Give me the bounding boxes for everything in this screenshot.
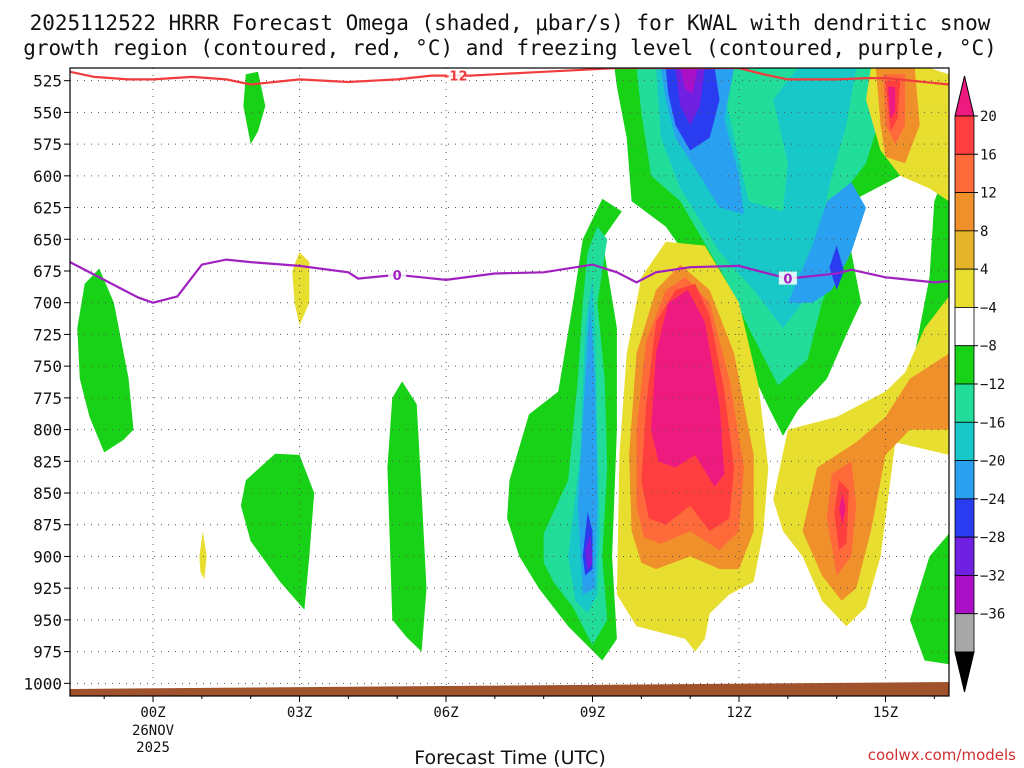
colorbar-swatch-10	[954, 498, 975, 538]
colorbar-label-7: −12	[980, 377, 1005, 393]
colorbar-label-5: −4	[980, 300, 997, 316]
omega-region-35	[651, 290, 725, 487]
omega-region-7	[909, 533, 949, 665]
colorbar-swatch-6	[954, 345, 975, 385]
x-axis-label: Forecast Time (UTC)	[414, 747, 605, 768]
plot-area: -12 0 0	[70, 68, 949, 696]
dendritic-contour-label-0: -12	[444, 70, 468, 85]
colorbar-label-6: −8	[980, 339, 997, 355]
x-tick-label-1: 03Z	[287, 705, 312, 721]
omega-region-14	[787, 182, 866, 303]
omega-region-12	[577, 302, 598, 595]
colorbar-swatch-9	[954, 460, 975, 500]
omega-region-0	[77, 268, 134, 453]
colorbar-swatch-3	[954, 230, 975, 270]
omega-region-3	[387, 381, 427, 652]
y-tick-label-3: 600	[33, 167, 62, 186]
colorbar: 20 16 12 8 4 −4 −8 −12 −16 −20 −24 −28 −32 −36	[954, 75, 1005, 693]
y-tick-label-17: 950	[33, 611, 62, 630]
omega-region-19	[585, 533, 593, 572]
colorbar-swatch-2	[954, 192, 975, 232]
colorbar-label-2: 12	[980, 186, 997, 202]
contours: -12 0 0	[70, 68, 949, 304]
freezing-level-contour-label-1: 0	[783, 273, 792, 288]
colorbar-label-3: 8	[980, 224, 988, 240]
terrain-ground	[70, 682, 949, 696]
y-tick-label-11: 800	[33, 421, 62, 440]
x-tick-label-5: 15Z	[873, 705, 898, 721]
plot-frame	[69, 67, 950, 697]
omega-region-17	[829, 245, 844, 290]
y-tick-label-16: 925	[33, 579, 62, 598]
omega-region-36	[888, 87, 896, 119]
colorbar-label-11: −28	[980, 530, 1005, 546]
colorbar-label-0: 20	[980, 109, 997, 125]
y-axis: 525 550 575 600 625 650 675 700 725 750 775 800 825 8…	[23, 72, 70, 693]
omega-region-37	[839, 493, 846, 525]
chart-title-line2: growth region (contoured, red, °C) and f…	[23, 36, 997, 60]
colorbar-swatch-8	[954, 421, 975, 461]
omega-region-20	[680, 68, 698, 94]
colorbar-swatch-1	[954, 153, 975, 193]
omega-region-1	[243, 71, 266, 145]
omega-region-22	[199, 531, 207, 580]
y-tick-label-0: 525	[33, 72, 62, 91]
credit-link[interactable]: coolwx.com/models	[868, 746, 1016, 764]
omega-shading	[77, 68, 949, 665]
y-tick-label-2: 575	[33, 135, 62, 154]
y-tick-label-15: 900	[33, 547, 62, 566]
x-tick-date-0: 26NOV	[132, 723, 175, 739]
freezing-level-contour-label-0: 0	[393, 269, 402, 284]
colorbar-label-13: −36	[980, 607, 1005, 623]
x-tick-label-3: 09Z	[580, 705, 605, 721]
colorbar-label-9: −20	[980, 454, 1005, 470]
y-tick-label-5: 650	[33, 230, 62, 249]
freezing-level-contour	[70, 258, 949, 304]
colorbar-swatch-11	[954, 536, 975, 576]
x-tick-label-0: 00Z	[140, 705, 165, 721]
dendritic-contour	[70, 68, 949, 86]
colorbar-swatch-13	[954, 613, 975, 653]
chart-title-line1: 2025112522 HRRR Forecast Omega (shaded, …	[30, 11, 991, 35]
freezing-level-contour-label-bg-1	[778, 271, 797, 285]
y-tick-label-7: 700	[33, 294, 62, 313]
x-tick-label-2: 06Z	[433, 705, 458, 721]
colorbar-label-4: 4	[980, 262, 988, 278]
colorbar-label-8: −16	[980, 415, 1005, 431]
colorbar-swatch-7	[954, 383, 975, 423]
colorbar-swatch-12	[954, 575, 975, 615]
colorbar-swatch-5	[954, 307, 975, 347]
y-tick-label-14: 875	[33, 516, 62, 535]
y-tick-label-10: 775	[33, 389, 62, 408]
omega-region-21	[292, 252, 310, 326]
dendritic-contour-label-bg-0	[446, 68, 465, 82]
y-tick-label-9: 750	[33, 357, 62, 376]
x-tick-year-0: 2025	[136, 740, 170, 756]
y-tick-label-8: 725	[33, 325, 62, 344]
colorbar-swatch-4	[954, 268, 975, 308]
omega-region-18	[675, 68, 705, 126]
colorbar-label-12: −32	[980, 568, 1005, 584]
y-tick-label-1: 550	[33, 103, 62, 122]
colorbar-label-1: 16	[980, 147, 997, 163]
y-tick-label-12: 825	[33, 452, 62, 471]
freezing-level-contour-label-bg-0	[388, 267, 407, 281]
colorbar-label-10: −24	[980, 492, 1005, 508]
y-tick-label-4: 625	[33, 199, 62, 218]
x-tick-label-4: 12Z	[726, 705, 751, 721]
y-tick-label-13: 850	[33, 484, 62, 503]
y-tick-label-19: 1000	[23, 674, 62, 693]
y-tick-label-18: 975	[33, 643, 62, 662]
colorbar-bottom-arrow	[954, 651, 975, 693]
y-tick-label-6: 675	[33, 262, 62, 281]
colorbar-swatch-0	[954, 115, 975, 155]
